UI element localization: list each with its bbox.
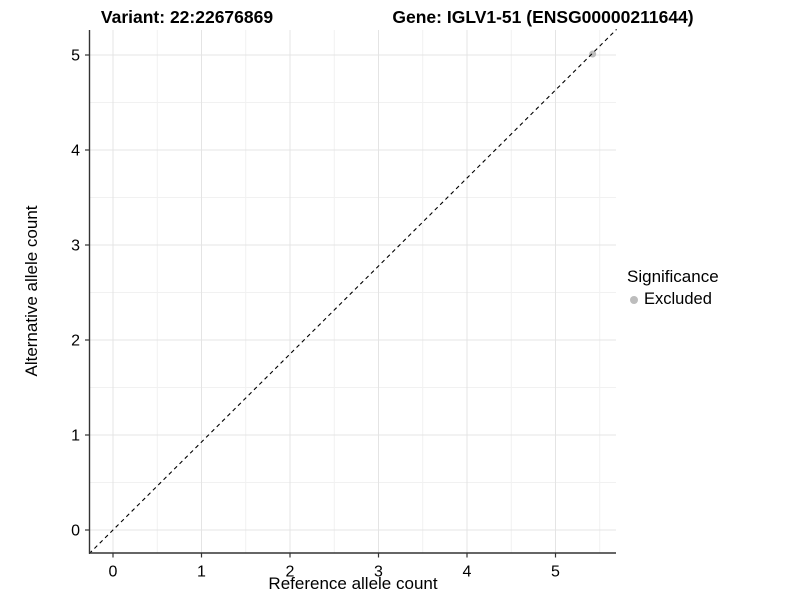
y-tick-label: 4 [71, 143, 80, 160]
data-point-excluded [589, 50, 597, 58]
gene-title: Gene: IGLV1-51 (ENSG00000211644) [392, 7, 694, 27]
legend-entry-excluded: Excluded [627, 290, 719, 309]
x-axis-title: Reference allele count [268, 574, 438, 593]
variant-title: Variant: 22:22676869 [100, 7, 274, 27]
x-tick-label: 3 [374, 564, 383, 581]
y-axis-title: Alternative allele count [22, 205, 41, 377]
legend-entry-label: Excluded [644, 290, 712, 308]
y-tick-label: 0 [71, 523, 80, 540]
plot-panel [89, 30, 616, 553]
y-tick-label: 1 [71, 428, 80, 445]
y-tick-label: 5 [71, 48, 80, 65]
excluded-point-icon [630, 295, 638, 304]
x-tick-label: 1 [197, 564, 206, 581]
x-tick-label: 5 [551, 564, 560, 581]
y-tick-label: 2 [71, 333, 80, 350]
x-tick-label: 2 [286, 564, 295, 581]
identity-line [88, 28, 617, 555]
legend: Significance Excluded [627, 267, 719, 309]
legend-title: Significance [627, 267, 719, 286]
y-tick-label: 3 [71, 238, 80, 255]
x-tick-label: 4 [463, 564, 472, 581]
x-tick-label: 0 [109, 564, 118, 581]
